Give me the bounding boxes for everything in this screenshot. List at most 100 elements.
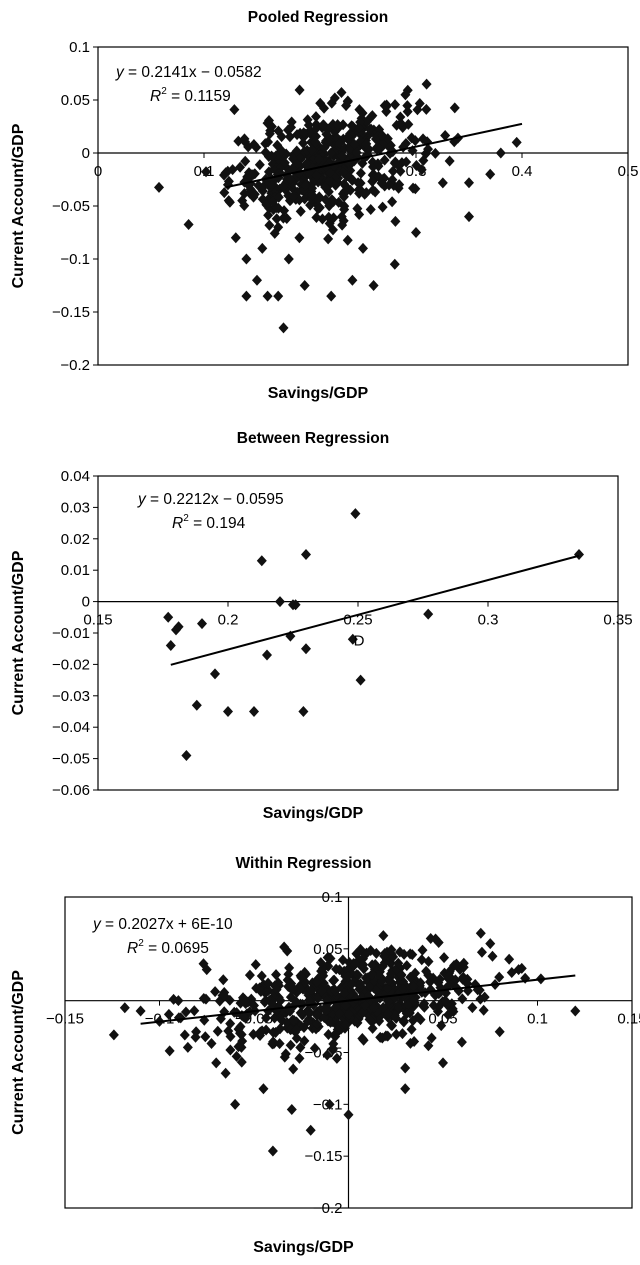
data-point [513,964,524,976]
trend-line [170,554,580,666]
data-point [402,106,413,118]
data-point [287,163,298,175]
x-tick-label: 0.2 [218,612,239,629]
data-point [264,114,275,126]
data-point [464,211,474,223]
data-point [175,1012,186,1024]
data-point [278,322,289,334]
data-point [396,969,407,981]
data-point [371,984,382,996]
data-point [179,1029,190,1041]
data-point [273,290,284,302]
data-point [373,170,384,182]
data-point [423,143,434,155]
data-point [311,976,322,988]
data-point [320,194,331,206]
data-point [349,1015,360,1027]
data-point [426,1032,437,1044]
data-point [230,1098,241,1110]
data-point [435,986,446,998]
data-point [324,1098,335,1110]
data-point [303,1006,314,1018]
data-point [389,157,400,169]
data-point [173,995,184,1007]
data-point [386,1020,397,1032]
data-point [262,290,273,302]
data-point [225,1018,236,1030]
y-tick-label: −0.06 [52,782,90,799]
data-point [285,173,296,185]
data-point [108,1029,119,1041]
data-point [372,158,383,170]
data-point [266,173,277,185]
data-point [351,147,362,159]
data-point [405,971,416,983]
data-point [180,1006,191,1018]
data-point [328,195,339,207]
data-point [286,1104,297,1116]
trend-equation: y = 0.2141x − 0.0582 [115,64,262,81]
data-point [359,188,370,200]
data-point [231,1050,242,1062]
data-point [495,147,506,159]
data-point [330,985,341,997]
data-point [310,136,321,148]
data-point [200,1031,211,1043]
data-point [291,987,302,999]
data-point [320,181,331,193]
data-point [430,933,441,945]
data-point [223,706,233,717]
data-point [326,290,337,302]
data-point [287,982,298,994]
y-tick-label: −0.02 [52,656,90,673]
data-point [421,965,432,977]
data-point [478,1004,489,1016]
data-point [389,1009,400,1021]
y-tick-label: 0.1 [322,889,343,906]
data-point [377,201,388,213]
data-point [206,1037,217,1049]
data-point [367,1022,378,1034]
data-point [263,1005,274,1017]
data-point [457,993,468,1005]
data-point [383,996,394,1008]
data-point [294,1052,305,1064]
y-tick-label: 0.04 [61,468,90,485]
data-point [405,948,416,960]
y-tick-label: −0.2 [60,357,90,374]
data-point [398,1016,409,1028]
data-point [279,157,290,169]
data-point [328,975,339,987]
data-point [324,218,335,230]
data-point [456,1036,467,1048]
data-point [288,1063,299,1075]
data-point [331,1052,342,1064]
point-label: D [354,632,365,649]
data-point [273,1001,284,1013]
data-point [173,621,184,633]
y-tick-label: −0.04 [52,719,90,736]
data-point [288,1015,299,1027]
data-point [275,1023,286,1035]
data-point [306,144,317,156]
data-point [295,982,306,994]
data-point [241,290,252,302]
data-point [163,1008,174,1020]
data-point [306,984,317,996]
x-tick-label: 0.35 [603,612,632,629]
data-point [339,200,350,212]
data-point [390,99,401,111]
data-point [347,274,358,286]
data-point [338,119,349,131]
data-point [264,219,275,231]
data-point [311,211,322,223]
data-point [494,971,505,983]
x-tick-label: 0.4 [512,163,533,180]
data-point [353,122,364,134]
data-point [384,179,395,191]
data-point [254,159,265,171]
y-tick-label: 0.01 [61,562,90,579]
data-point [291,1032,302,1044]
data-point [394,946,405,958]
data-point [279,1051,290,1063]
